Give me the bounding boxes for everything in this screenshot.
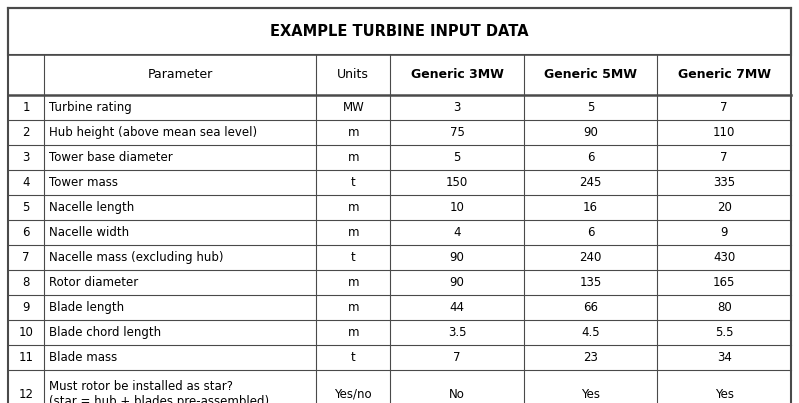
Text: Tower mass: Tower mass bbox=[49, 176, 118, 189]
Bar bbox=[8, 145, 791, 170]
Text: Yes: Yes bbox=[715, 388, 733, 401]
Text: 75: 75 bbox=[450, 126, 464, 139]
Text: 2: 2 bbox=[22, 126, 30, 139]
Text: 5: 5 bbox=[22, 201, 30, 214]
Text: 12: 12 bbox=[18, 388, 34, 401]
Bar bbox=[8, 170, 791, 195]
Text: 90: 90 bbox=[450, 276, 464, 289]
Text: 9: 9 bbox=[22, 301, 30, 314]
Bar bbox=[8, 220, 791, 245]
Text: Generic 3MW: Generic 3MW bbox=[411, 69, 503, 81]
Text: 4: 4 bbox=[22, 176, 30, 189]
Text: Tower base diameter: Tower base diameter bbox=[49, 151, 173, 164]
Bar bbox=[8, 120, 791, 145]
Text: 34: 34 bbox=[717, 351, 732, 364]
Text: t: t bbox=[351, 176, 356, 189]
Text: 4: 4 bbox=[453, 226, 461, 239]
Text: 7: 7 bbox=[721, 101, 728, 114]
Text: 23: 23 bbox=[583, 351, 598, 364]
Bar bbox=[8, 55, 791, 95]
Text: Units: Units bbox=[337, 69, 369, 81]
Text: Generic 5MW: Generic 5MW bbox=[544, 69, 637, 81]
Text: 44: 44 bbox=[450, 301, 464, 314]
Text: 5: 5 bbox=[587, 101, 594, 114]
Bar bbox=[8, 370, 791, 403]
Text: 3: 3 bbox=[453, 101, 461, 114]
Bar bbox=[8, 320, 791, 345]
Text: 245: 245 bbox=[579, 176, 602, 189]
Text: t: t bbox=[351, 351, 356, 364]
Text: m: m bbox=[348, 126, 359, 139]
Text: No: No bbox=[449, 388, 465, 401]
Text: 135: 135 bbox=[579, 276, 602, 289]
Text: 66: 66 bbox=[583, 301, 598, 314]
Text: MW: MW bbox=[343, 101, 364, 114]
Text: 6: 6 bbox=[22, 226, 30, 239]
Text: 11: 11 bbox=[18, 351, 34, 364]
Text: 5: 5 bbox=[453, 151, 461, 164]
Text: 3: 3 bbox=[22, 151, 30, 164]
Text: m: m bbox=[348, 326, 359, 339]
Text: 20: 20 bbox=[717, 201, 732, 214]
Text: Blade length: Blade length bbox=[49, 301, 124, 314]
Text: 240: 240 bbox=[579, 251, 602, 264]
Text: Parameter: Parameter bbox=[148, 69, 213, 81]
Text: m: m bbox=[348, 151, 359, 164]
Text: Nacelle width: Nacelle width bbox=[49, 226, 129, 239]
Text: 3.5: 3.5 bbox=[447, 326, 467, 339]
Text: 335: 335 bbox=[714, 176, 735, 189]
Text: Nacelle length: Nacelle length bbox=[49, 201, 134, 214]
Text: 5.5: 5.5 bbox=[715, 326, 733, 339]
Text: 6: 6 bbox=[587, 151, 594, 164]
Text: Nacelle mass (excluding hub): Nacelle mass (excluding hub) bbox=[49, 251, 224, 264]
Text: t: t bbox=[351, 251, 356, 264]
Text: 110: 110 bbox=[713, 126, 735, 139]
Text: m: m bbox=[348, 201, 359, 214]
Bar bbox=[8, 195, 791, 220]
Text: 7: 7 bbox=[22, 251, 30, 264]
Text: 165: 165 bbox=[713, 276, 735, 289]
Text: 7: 7 bbox=[453, 351, 461, 364]
Text: 1: 1 bbox=[22, 101, 30, 114]
Text: 6: 6 bbox=[587, 226, 594, 239]
Text: Must rotor be installed as star?
(star = hub + blades pre-assembled): Must rotor be installed as star? (star =… bbox=[49, 380, 269, 403]
Text: Yes: Yes bbox=[581, 388, 600, 401]
Text: m: m bbox=[348, 226, 359, 239]
Text: 430: 430 bbox=[713, 251, 735, 264]
Text: Rotor diameter: Rotor diameter bbox=[49, 276, 138, 289]
Text: 7: 7 bbox=[721, 151, 728, 164]
Bar bbox=[8, 295, 791, 320]
Text: 90: 90 bbox=[583, 126, 598, 139]
Text: 90: 90 bbox=[450, 251, 464, 264]
Text: 80: 80 bbox=[717, 301, 732, 314]
Text: Yes/no: Yes/no bbox=[335, 388, 372, 401]
Bar bbox=[8, 270, 791, 295]
Text: Blade mass: Blade mass bbox=[49, 351, 117, 364]
Bar bbox=[8, 8, 791, 55]
Text: Turbine rating: Turbine rating bbox=[49, 101, 132, 114]
Text: 8: 8 bbox=[22, 276, 30, 289]
Bar bbox=[8, 345, 791, 370]
Text: Hub height (above mean sea level): Hub height (above mean sea level) bbox=[49, 126, 257, 139]
Text: m: m bbox=[348, 301, 359, 314]
Text: 10: 10 bbox=[18, 326, 34, 339]
Text: 16: 16 bbox=[583, 201, 598, 214]
Text: 10: 10 bbox=[450, 201, 464, 214]
Text: EXAMPLE TURBINE INPUT DATA: EXAMPLE TURBINE INPUT DATA bbox=[270, 24, 529, 39]
Bar bbox=[8, 245, 791, 270]
Text: 9: 9 bbox=[721, 226, 728, 239]
Text: Blade chord length: Blade chord length bbox=[49, 326, 161, 339]
Text: Generic 7MW: Generic 7MW bbox=[678, 69, 771, 81]
Bar bbox=[8, 95, 791, 120]
Text: 150: 150 bbox=[446, 176, 468, 189]
Text: m: m bbox=[348, 276, 359, 289]
Text: 4.5: 4.5 bbox=[582, 326, 600, 339]
